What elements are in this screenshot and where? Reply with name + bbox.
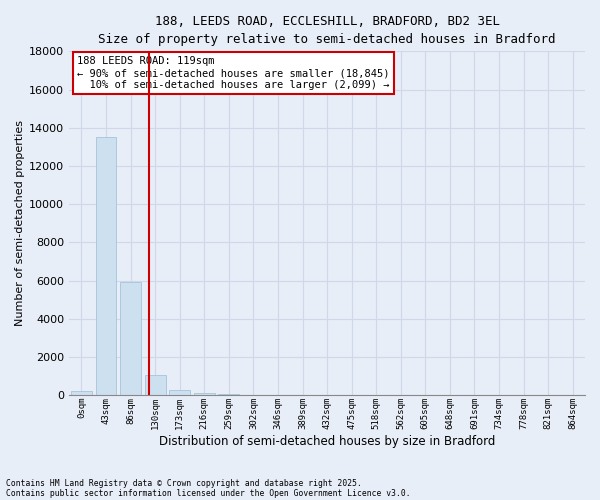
Bar bbox=[71, 392, 92, 396]
Text: Contains HM Land Registry data © Crown copyright and database right 2025.
Contai: Contains HM Land Registry data © Crown c… bbox=[6, 479, 410, 498]
Title: 188, LEEDS ROAD, ECCLESHILL, BRADFORD, BD2 3EL
Size of property relative to semi: 188, LEEDS ROAD, ECCLESHILL, BRADFORD, B… bbox=[98, 15, 556, 46]
Text: 188 LEEDS ROAD: 119sqm
← 90% of semi-detached houses are smaller (18,845)
  10% : 188 LEEDS ROAD: 119sqm ← 90% of semi-det… bbox=[77, 56, 389, 90]
Y-axis label: Number of semi-detached properties: Number of semi-detached properties bbox=[15, 120, 25, 326]
X-axis label: Distribution of semi-detached houses by size in Bradford: Distribution of semi-detached houses by … bbox=[159, 434, 495, 448]
Bar bbox=[145, 375, 166, 396]
Bar bbox=[95, 138, 116, 396]
Bar bbox=[169, 390, 190, 396]
Bar bbox=[120, 282, 141, 396]
Bar bbox=[218, 394, 239, 396]
Bar bbox=[194, 393, 215, 396]
